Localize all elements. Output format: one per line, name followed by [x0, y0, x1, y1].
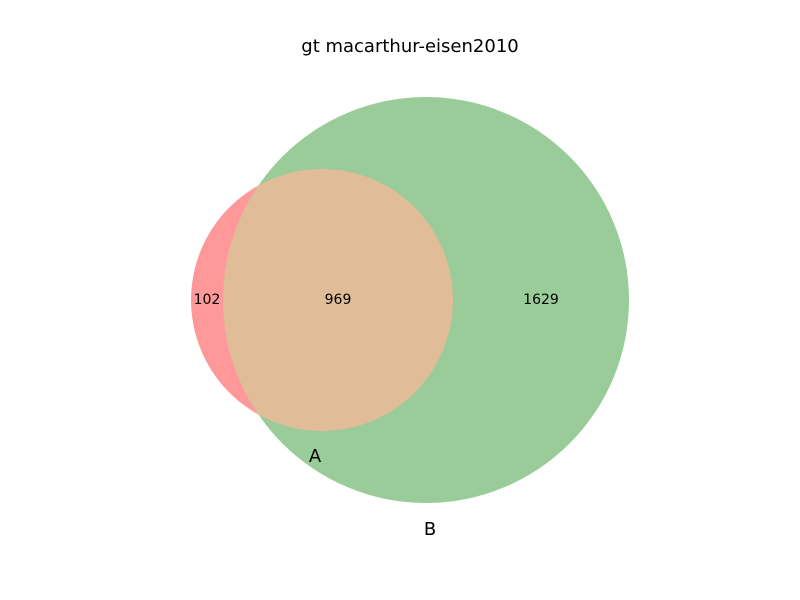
set-b-label: B [424, 519, 436, 540]
diagram-title: gt macarthur-eisen2010 [301, 36, 518, 57]
set-a-label: A [309, 446, 322, 467]
intersection-region [223, 169, 453, 431]
b-only-count: 1629 [523, 292, 559, 308]
a-only-count: 102 [194, 292, 221, 308]
intersection-count: 969 [325, 292, 352, 308]
